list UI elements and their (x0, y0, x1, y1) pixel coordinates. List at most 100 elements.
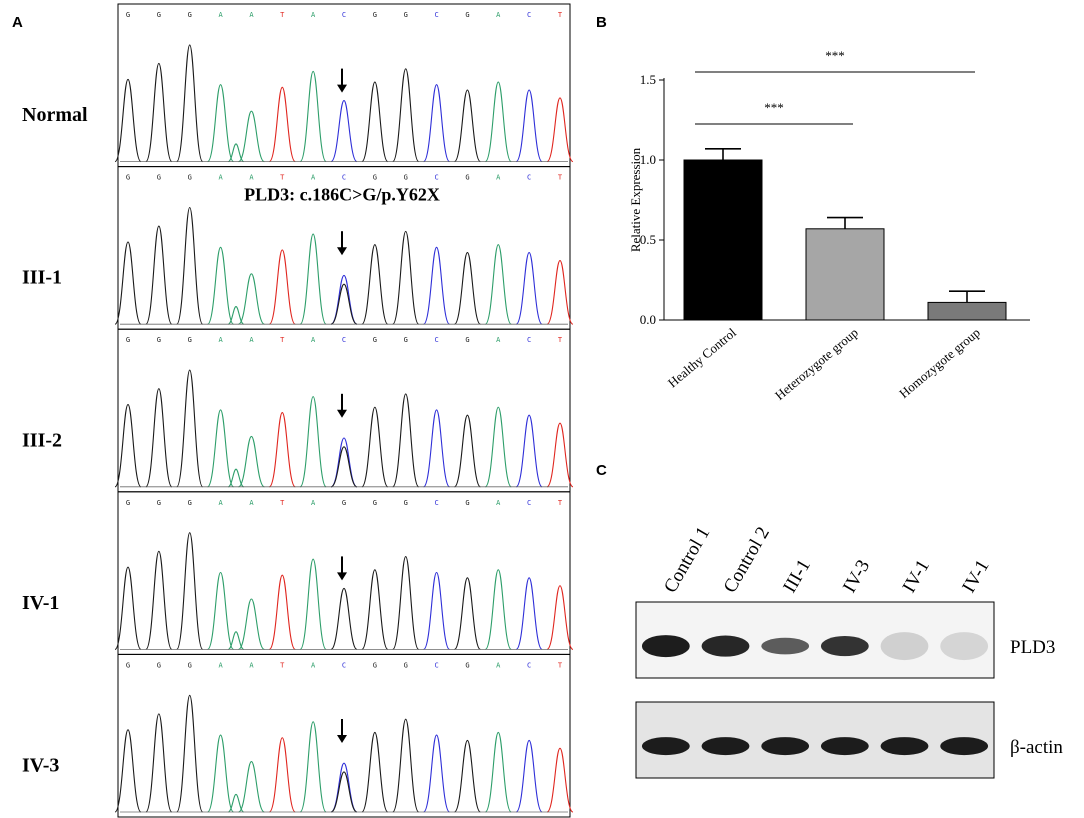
band-label: PLD3 (1010, 637, 1055, 658)
base-call: G (188, 336, 192, 344)
y-tick-label: 1.5 (640, 72, 656, 87)
lane-label: Control 2 (720, 523, 774, 596)
blot-box (635, 601, 995, 679)
trace-peak (361, 81, 389, 163)
base-call: G (373, 336, 377, 344)
base-call: A (311, 174, 316, 182)
trace-peak (361, 569, 389, 650)
chromatogram-frame (117, 653, 571, 818)
trace-peak (299, 721, 327, 813)
trace-peak (515, 739, 543, 813)
base-call: C (434, 499, 438, 507)
base-call: G (157, 661, 161, 669)
base-call: G (126, 661, 130, 669)
base-call: T (558, 336, 563, 344)
protein-band (641, 635, 690, 658)
trace-peak (330, 274, 358, 325)
base-call: C (434, 336, 438, 344)
base-call: A (249, 11, 254, 19)
base-call: C (434, 661, 438, 669)
trace-peak (453, 739, 481, 813)
category-label: Healthy Control (665, 325, 739, 391)
category-label: Homozygote group (896, 325, 983, 401)
trace-peak (207, 84, 235, 163)
trace-peak (453, 577, 481, 650)
protein-band (761, 637, 810, 655)
base-call: A (249, 336, 254, 344)
panel-a-letter: A (12, 14, 23, 31)
trace-peak (515, 414, 543, 488)
base-call: C (342, 11, 346, 19)
base-call: G (126, 11, 130, 19)
shoulder-peak (227, 631, 245, 650)
trace-peak (145, 550, 173, 650)
base-call: A (496, 661, 501, 669)
base-call: T (280, 336, 285, 344)
trace-peak (484, 406, 512, 488)
shoulder-peak (227, 793, 245, 813)
lane-label: IV-3 (839, 556, 874, 596)
base-call: T (280, 11, 285, 19)
y-tick-label: 1.0 (640, 152, 656, 167)
base-call: C (434, 174, 438, 182)
base-call: G (373, 11, 377, 19)
band-label: β-actin (1010, 737, 1063, 758)
mutation-arrow-head (337, 735, 347, 744)
lane-label: IV-1 (899, 556, 934, 596)
trace-peak (423, 571, 451, 650)
trace-peak (484, 731, 512, 813)
trace-peak (330, 762, 358, 813)
trace-peak (423, 734, 451, 813)
trace-peak (237, 110, 265, 163)
base-call: G (126, 499, 130, 507)
protein-band (761, 737, 810, 756)
base-call: G (157, 336, 161, 344)
base-call: G (373, 499, 377, 507)
base-call: A (218, 661, 223, 669)
trace-peak (114, 404, 142, 488)
secondary-peak (330, 446, 358, 488)
panel-c-letter: C (596, 462, 607, 479)
trace-peak (453, 252, 481, 325)
trace-peak (237, 598, 265, 650)
sample-label: IV-1 (22, 592, 59, 614)
base-call: A (311, 336, 316, 344)
trace-peak (114, 241, 142, 325)
base-call: A (218, 174, 223, 182)
trace-peak (299, 396, 327, 488)
trace-peak (392, 718, 420, 813)
base-call: G (157, 499, 161, 507)
base-call: C (342, 336, 346, 344)
trace-peak (361, 406, 389, 488)
trace-peak (268, 737, 296, 813)
trace-peak (546, 260, 574, 325)
trace-peak (484, 244, 512, 325)
trace-peak (299, 558, 327, 650)
shoulder-peak (227, 306, 245, 325)
chromatogram-panel: Normal G G G A A T A C G G C G A C T III-1 G G G A A T A C G G C G A C… (22, 3, 574, 818)
lane-label: Control 1 (660, 523, 714, 596)
base-call: T (280, 174, 285, 182)
base-call: A (249, 499, 254, 507)
trace-peak (423, 246, 451, 325)
base-call: A (496, 174, 501, 182)
trace-peak (515, 252, 543, 325)
base-call: C (527, 174, 531, 182)
protein-band (880, 737, 929, 756)
trace-peak (176, 694, 204, 813)
trace-peak (207, 409, 235, 488)
base-call: G (404, 661, 408, 669)
base-call: A (311, 499, 316, 507)
base-call: G (157, 174, 161, 182)
trace-peak (330, 100, 358, 163)
shoulder-peak (227, 468, 245, 488)
trace-peak (423, 409, 451, 488)
base-call: G (465, 661, 469, 669)
y-axis-label: Relative Expression (628, 147, 643, 252)
mutation-arrow-head (337, 247, 347, 256)
base-call: A (218, 336, 223, 344)
panel-b-letter: B (596, 14, 607, 31)
trace-peak (330, 437, 358, 488)
trace-peak (299, 70, 327, 163)
significance-label: *** (825, 48, 845, 63)
